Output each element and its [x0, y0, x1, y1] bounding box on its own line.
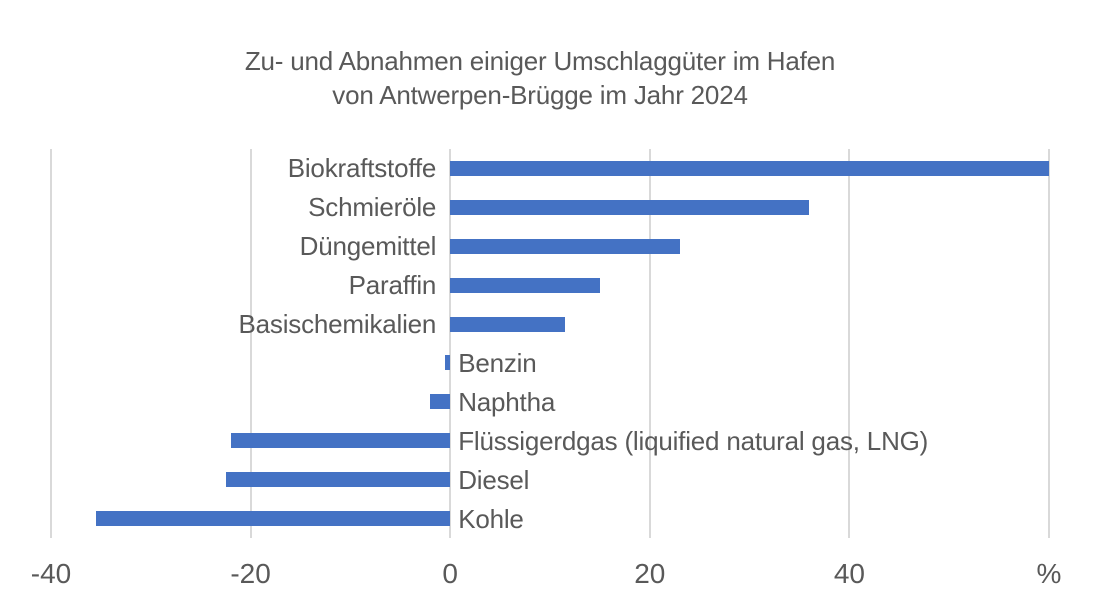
bar: [450, 160, 1049, 176]
gridline: [50, 149, 52, 538]
category-label: Biokraftstoffe: [287, 153, 437, 184]
chart-title: Zu- und Abnahmen einiger Umschlaggüter i…: [0, 44, 1080, 112]
x-tick-label: -40: [30, 558, 72, 589]
bar: [445, 355, 451, 371]
bar: [230, 433, 451, 449]
x-tick-label: 40: [833, 558, 865, 589]
bar: [95, 511, 451, 527]
category-label: Benzin: [458, 347, 537, 378]
x-tick-label: 0: [442, 558, 458, 589]
bar: [430, 394, 451, 410]
gridline: [848, 149, 851, 538]
gridline: [648, 149, 651, 538]
bar: [450, 199, 810, 215]
category-label: Düngemittel: [299, 231, 437, 262]
category-label: Naphtha: [458, 386, 556, 417]
x-tick-label: -20: [230, 558, 271, 589]
bar: [450, 316, 565, 332]
bar: [450, 277, 600, 293]
gridline: [1048, 149, 1050, 538]
category-label: Diesel: [458, 464, 530, 495]
category-label: Paraffin: [348, 270, 437, 301]
gridline: [449, 149, 452, 538]
x-tick-label: %: [1036, 558, 1062, 589]
bar: [450, 238, 680, 254]
chart-title-line1: Zu- und Abnahmen einiger Umschlaggüter i…: [244, 46, 836, 76]
chart-title-line2: von Antwerpen-Brügge im Jahr 2024: [332, 80, 748, 110]
category-label: Basischemikalien: [238, 309, 437, 340]
x-tick-label: 20: [634, 558, 666, 589]
bar: [225, 472, 451, 488]
category-label: Flüssigerdgas (liquified natural gas, LN…: [458, 425, 929, 456]
gridline: [249, 149, 252, 538]
category-label: Kohle: [458, 503, 524, 534]
category-label: Schmieröle: [308, 192, 437, 223]
